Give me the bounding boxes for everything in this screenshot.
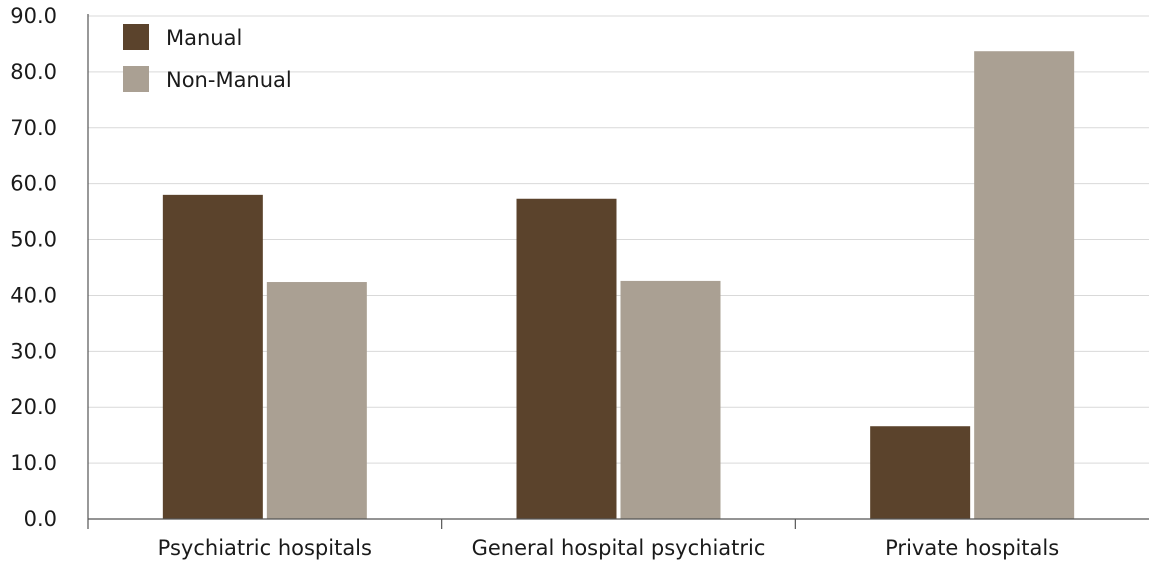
y-tick-label: 40.0: [10, 283, 57, 307]
legend-swatch: [123, 66, 149, 92]
legend-label: Non-Manual: [166, 68, 292, 92]
legend-label: Manual: [166, 26, 242, 50]
axes: [87, 14, 1149, 529]
y-tick-label: 90.0: [10, 4, 57, 28]
y-tick-label: 10.0: [10, 451, 57, 475]
y-tick-label: 70.0: [10, 116, 57, 140]
y-axis-ticks: 0.0 10.0 20.0 30.0 40.0 50.0 60.0 70.0 80.0 90.0: [10, 4, 57, 531]
y-tick-label: 80.0: [10, 60, 57, 84]
x-category-label: Psychiatric hospitals: [158, 536, 372, 560]
x-category-label: General hospital psychiatric: [472, 536, 766, 560]
y-tick-label: 20.0: [10, 395, 57, 419]
bar-non-manual: [974, 51, 1075, 520]
bar-manual: [516, 198, 617, 520]
bar-non-manual: [620, 280, 721, 519]
x-axis-categories: Psychiatric hospitals General hospital ps…: [158, 536, 1059, 560]
legend: Manual Non-Manual: [123, 24, 292, 92]
y-tick-label: 50.0: [10, 228, 57, 252]
legend-swatch: [123, 24, 149, 50]
bars: [162, 51, 1075, 520]
y-tick-label: 60.0: [10, 172, 57, 196]
bar-manual: [870, 426, 971, 519]
y-tick-label: 30.0: [10, 339, 57, 363]
bar-non-manual: [266, 282, 367, 519]
bar-manual: [162, 194, 263, 519]
gridlines: [88, 15, 1149, 464]
x-category-label: Private hospitals: [885, 536, 1059, 560]
y-tick-label: 0.0: [24, 507, 57, 531]
